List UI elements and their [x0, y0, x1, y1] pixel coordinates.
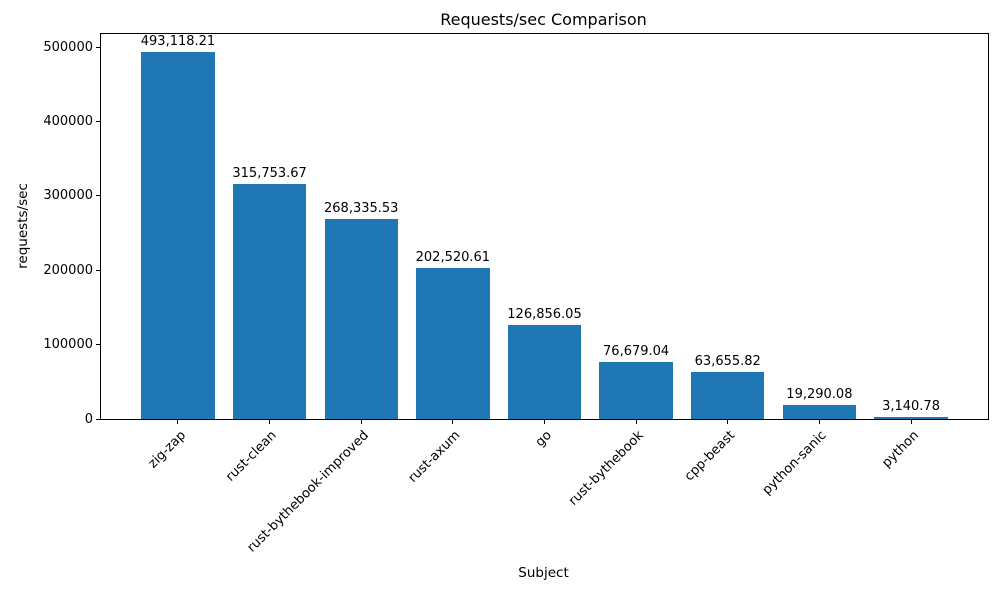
y-tick-label: 200000 [43, 262, 93, 278]
bar-go [507, 324, 582, 419]
x-tick-label-zig-zap: zig-zap [145, 428, 189, 472]
y-axis-label: requests/sec [15, 183, 31, 269]
bar-rust-clean [232, 184, 307, 419]
y-tick-label: 400000 [43, 114, 93, 130]
bar-value-label: 76,679.04 [603, 343, 670, 359]
y-tick-mark [96, 195, 100, 197]
bar-rust-axum [416, 268, 490, 419]
bar-value-label: 19,290.08 [786, 386, 853, 402]
x-tick-mark [910, 420, 912, 424]
y-tick-mark [96, 344, 100, 346]
bar-python-sanic [782, 404, 857, 419]
x-tick-mark [544, 420, 545, 424]
bar-value-label: 268,335.53 [324, 201, 399, 217]
x-tick-label-python: python [878, 428, 922, 471]
y-tick-mark [96, 269, 100, 271]
plot-area: 0 100000 200000 300000 400000 500000 493,118.2… [43, 33, 989, 555]
bar-zig-zap [141, 52, 215, 419]
y-tick-label: 500000 [43, 39, 93, 55]
bar-python [874, 416, 948, 419]
x-tick-label-python-sanic: python-sanic [760, 428, 830, 498]
x-tick-label-rust-clean: rust-clean [223, 428, 281, 485]
x-tick-mark [818, 420, 820, 424]
bar-value-label: 126,856.05 [507, 306, 582, 322]
y-tick-mark [96, 46, 100, 48]
x-tick-mark [177, 420, 179, 424]
x-tick-mark [635, 420, 637, 424]
bar-value-label: 202,520.61 [415, 250, 491, 266]
y-tick-label: 0 [84, 411, 93, 427]
x-tick-label-go: go [533, 428, 556, 451]
y-tick-mark [96, 121, 100, 123]
x-tick-label-cpp-beast: cpp-beast [682, 428, 739, 485]
y-tick-mark [96, 418, 100, 420]
bar-value-label: 63,655.82 [694, 353, 761, 369]
bar-rust-bythebook-improved [324, 219, 398, 419]
bar-value-label: 3,140.78 [882, 398, 940, 414]
y-tick-label: 100000 [43, 337, 93, 353]
x-axis-label: Subject [518, 565, 569, 581]
bar-value-label: 315,753.67 [232, 166, 307, 182]
x-tick-mark [452, 420, 454, 424]
x-tick-label-rust-axum: rust-axum [405, 428, 464, 486]
bar-cpp-beast [691, 371, 765, 419]
bar-rust-bythebook [599, 361, 673, 419]
chart-title: Requests/sec Comparison [440, 10, 647, 29]
x-tick-label-rust-bythebook: rust-bythebook [566, 428, 647, 509]
x-tick-mark [360, 420, 362, 424]
x-tick-mark [269, 420, 271, 424]
bar-value-label: 493,118.21 [140, 34, 216, 50]
x-tick-mark [727, 420, 729, 424]
y-tick-label: 300000 [43, 188, 93, 204]
